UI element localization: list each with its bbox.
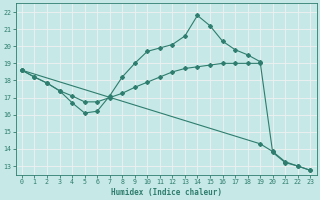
X-axis label: Humidex (Indice chaleur): Humidex (Indice chaleur) — [111, 188, 221, 197]
